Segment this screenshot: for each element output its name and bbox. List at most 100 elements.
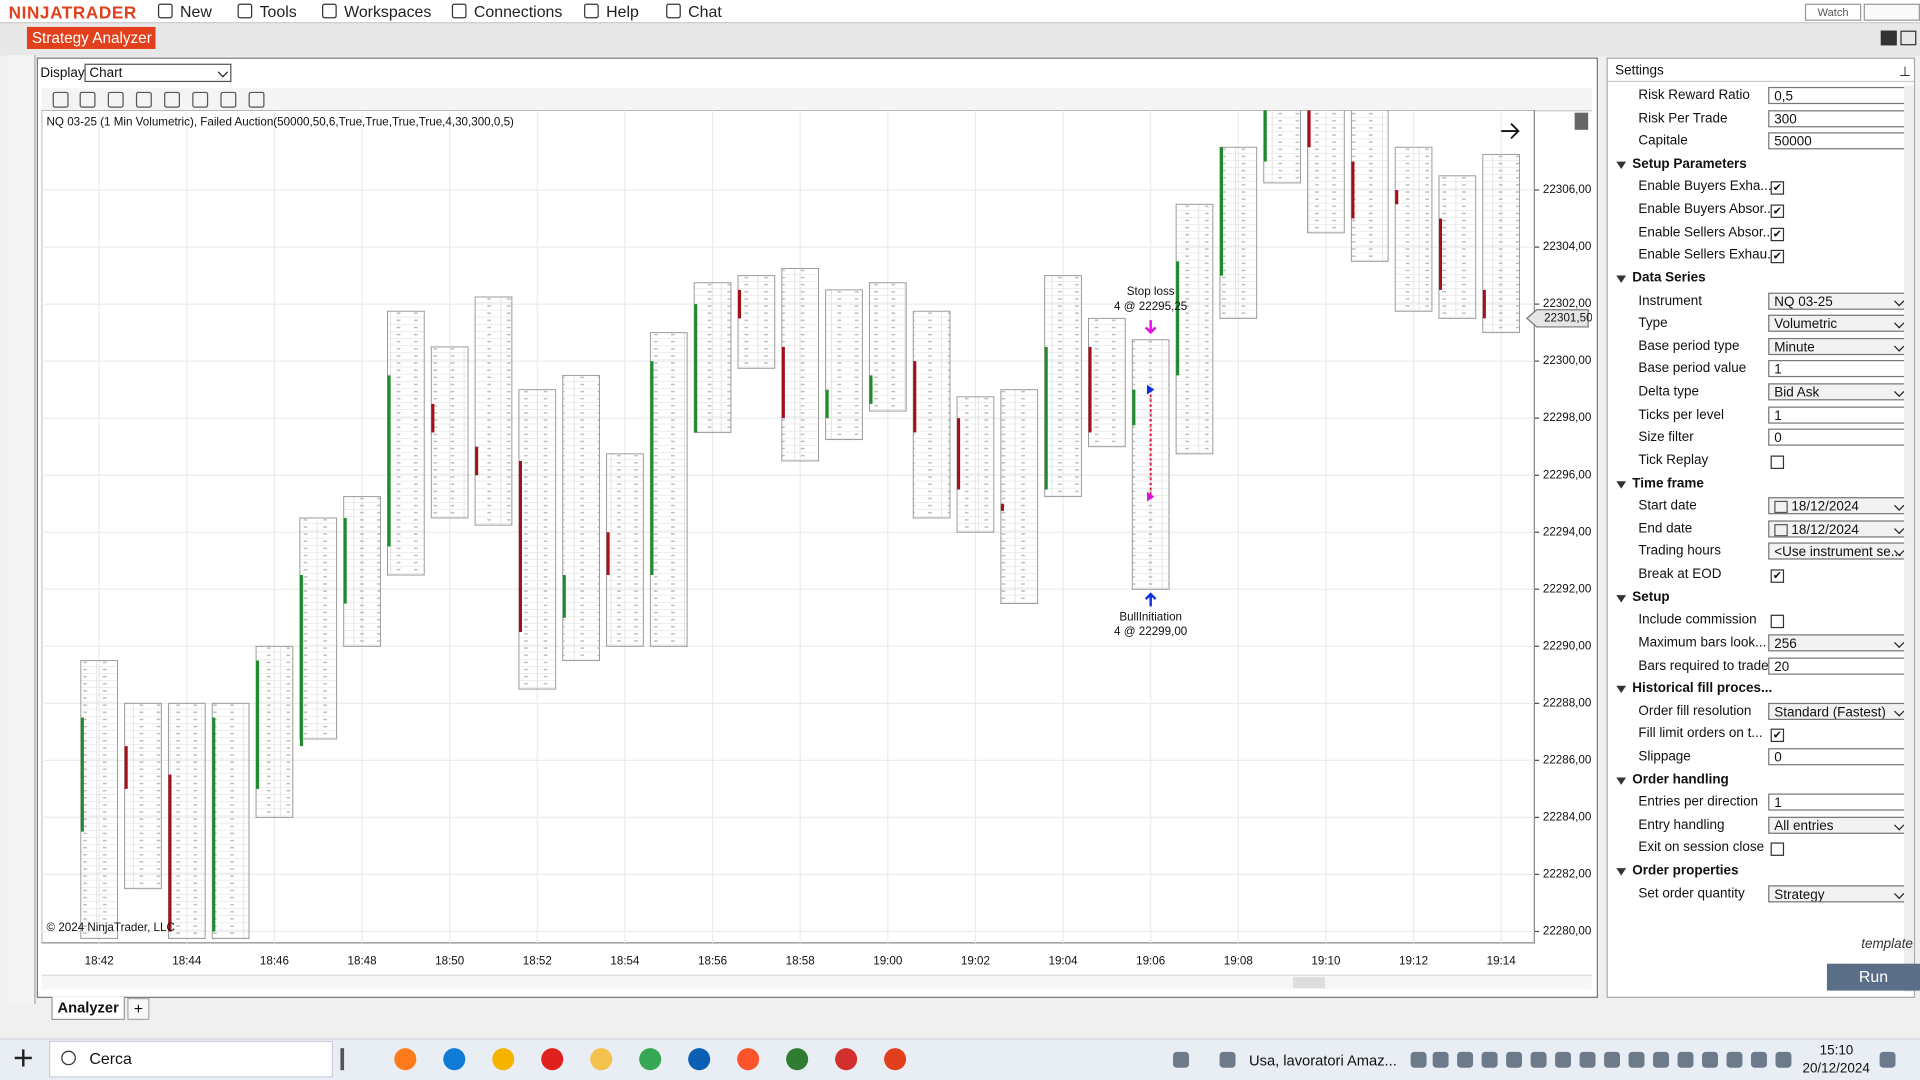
tray-icon[interactable] [1879,1051,1896,1068]
pin[interactable]: ⊥ [1899,64,1911,80]
checkbox[interactable] [1770,843,1785,857]
tray-icon[interactable] [1410,1051,1427,1068]
menu-item[interactable]: New [180,2,212,21]
window-controls[interactable] [1863,3,1920,21]
text-input[interactable]: 0,5 [1768,86,1908,105]
taskbar-app[interactable] [786,1048,809,1071]
tool-icon[interactable] [107,91,124,108]
collapse-toggle[interactable] [1616,777,1627,785]
add-tab[interactable]: + [127,997,150,1020]
tray-icon[interactable] [1481,1051,1498,1068]
notification[interactable]: Usa, lavoratori Amaz... [1248,1051,1397,1069]
collapse-toggle[interactable] [1616,480,1627,488]
taskbar-app[interactable] [443,1048,466,1071]
taskbar-app[interactable] [590,1048,613,1071]
tray-icon[interactable] [1555,1051,1572,1068]
collapse-toggle[interactable] [1616,685,1627,694]
checkbox[interactable]: ✔ [1770,569,1785,583]
tray-icon[interactable] [1530,1051,1547,1068]
taskbar-app[interactable] [688,1048,711,1071]
text-input[interactable]: 50000 [1768,132,1908,150]
checkbox[interactable]: ✔ [1770,250,1785,264]
menu-item[interactable]: Connections [473,2,563,21]
dropdown[interactable]: 18/12/2024 [1768,520,1908,538]
tray-icon[interactable] [1579,1051,1596,1068]
search-box[interactable]: Cerca [48,1040,334,1078]
tool-icon[interactable] [135,91,152,108]
template-link[interactable]: template [1861,936,1913,952]
dropdown[interactable]: 18/12/2024 [1768,497,1908,515]
dropdown[interactable]: Strategy [1768,884,1908,903]
tool-icon[interactable] [192,91,209,108]
scrollbar[interactable] [41,974,1592,990]
checkbox[interactable] [1770,455,1785,469]
tool-icon[interactable] [220,91,237,108]
checkbox[interactable]: ✔ [1770,729,1785,743]
dropdown[interactable]: Bid Ask [1768,383,1908,401]
dropdown[interactable]: All entries [1768,816,1908,834]
checkbox[interactable]: ✔ [1770,204,1785,219]
tray-icon[interactable] [1457,1051,1474,1068]
scroll-thumb[interactable] [1293,977,1325,989]
checkbox[interactable] [1770,615,1785,629]
panel-button[interactable] [1880,30,1897,46]
tray-icon[interactable] [1653,1051,1669,1068]
tool-icon[interactable] [79,91,96,108]
text-input[interactable]: 0 [1768,428,1908,447]
display-select[interactable]: Chart [84,63,232,83]
watch-button[interactable]: Watch [1804,3,1862,21]
tray-icon[interactable] [1628,1051,1645,1068]
strategy-analyzer-tab[interactable]: Strategy Analyzer [26,26,156,49]
tray-icon[interactable] [1775,1051,1792,1068]
tool-icon[interactable] [248,91,265,108]
dropdown[interactable]: Standard (Fastest) [1768,702,1908,720]
tray-icon[interactable] [1604,1051,1620,1068]
text-input[interactable]: 1 [1768,793,1908,811]
tray-icon[interactable] [1506,1051,1523,1068]
taskbar-app[interactable] [340,1048,345,1071]
dropdown[interactable]: Minute [1768,337,1908,355]
taskbar-app[interactable] [541,1048,564,1071]
menu-item[interactable]: Workspaces [344,2,432,21]
tray-icon[interactable] [1751,1051,1767,1068]
tray-icon[interactable] [1219,1051,1236,1068]
menu-item[interactable]: Chat [688,2,722,21]
tray-icon[interactable] [1726,1051,1743,1068]
start-button[interactable] [14,1049,32,1067]
panel-button[interactable] [1900,30,1917,46]
taskbar-app[interactable] [639,1048,662,1071]
menu-item[interactable]: Help [606,2,639,21]
text-input[interactable]: 20 [1768,656,1908,675]
tray-icon[interactable] [1432,1051,1449,1068]
taskbar-app[interactable] [835,1048,858,1071]
dropdown[interactable]: Volumetric [1768,314,1908,333]
text-input[interactable]: 1 [1768,406,1908,424]
text-input[interactable]: 1 [1768,360,1908,378]
tool-icon[interactable] [52,91,69,108]
settings-scrollbar[interactable] [1904,85,1914,992]
taskbar-app[interactable] [492,1048,515,1071]
dropdown[interactable]: NQ 03-25 [1768,292,1908,310]
dropdown[interactable]: <Use instrument se... [1768,542,1908,561]
checkbox[interactable]: ✔ [1770,181,1785,196]
text-input[interactable]: 0 [1768,748,1908,766]
checkbox[interactable]: ✔ [1770,227,1785,241]
collapse-toggle[interactable] [1616,161,1627,169]
taskbar-app[interactable] [884,1048,907,1071]
tray-icon[interactable] [1173,1051,1189,1068]
collapse-toggle[interactable] [1616,275,1627,283]
analyzer-tab[interactable]: Analyzer [51,996,125,1020]
dropdown[interactable]: 256 [1768,634,1908,652]
tray-icon[interactable] [1702,1051,1718,1068]
tool-icon[interactable] [164,91,180,108]
menu-item[interactable]: Tools [259,2,297,21]
taskbar-app[interactable] [737,1048,760,1071]
run-button[interactable]: Run [1826,963,1920,991]
collapse-toggle[interactable] [1616,594,1627,602]
taskbar-app[interactable] [394,1048,417,1071]
text-input[interactable]: 300 [1768,109,1908,127]
arrow-icon[interactable] [1501,123,1520,140]
collapse-toggle[interactable] [1616,868,1627,876]
f-button[interactable] [1574,112,1589,130]
tray-icon[interactable] [1677,1051,1694,1068]
